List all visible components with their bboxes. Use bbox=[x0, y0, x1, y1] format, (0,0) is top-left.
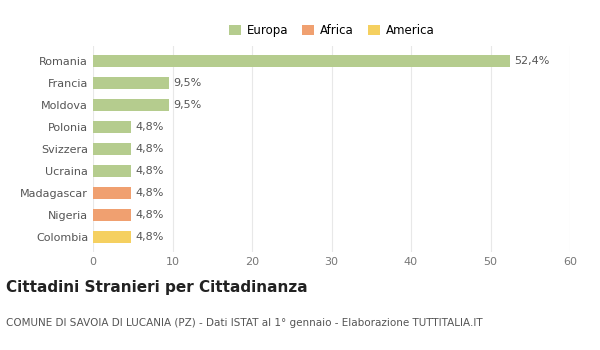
Text: 4,8%: 4,8% bbox=[136, 232, 164, 242]
Text: 4,8%: 4,8% bbox=[136, 188, 164, 198]
Text: 4,8%: 4,8% bbox=[136, 144, 164, 154]
Bar bbox=[93, 164, 131, 177]
Text: Cittadini Stranieri per Cittadinanza: Cittadini Stranieri per Cittadinanza bbox=[6, 280, 308, 295]
Bar bbox=[93, 209, 131, 220]
Legend: Europa, Africa, America: Europa, Africa, America bbox=[225, 20, 438, 41]
Bar bbox=[93, 143, 131, 155]
Bar bbox=[93, 231, 131, 243]
Text: 4,8%: 4,8% bbox=[136, 210, 164, 219]
Bar bbox=[93, 55, 509, 67]
Text: 4,8%: 4,8% bbox=[136, 122, 164, 132]
Bar bbox=[93, 99, 169, 111]
Text: 9,5%: 9,5% bbox=[173, 100, 202, 110]
Bar bbox=[93, 187, 131, 199]
Text: 4,8%: 4,8% bbox=[136, 166, 164, 176]
Bar bbox=[93, 77, 169, 89]
Text: COMUNE DI SAVOIA DI LUCANIA (PZ) - Dati ISTAT al 1° gennaio - Elaborazione TUTTI: COMUNE DI SAVOIA DI LUCANIA (PZ) - Dati … bbox=[6, 318, 482, 329]
Text: 52,4%: 52,4% bbox=[514, 56, 550, 66]
Text: 9,5%: 9,5% bbox=[173, 78, 202, 88]
Bar bbox=[93, 121, 131, 133]
